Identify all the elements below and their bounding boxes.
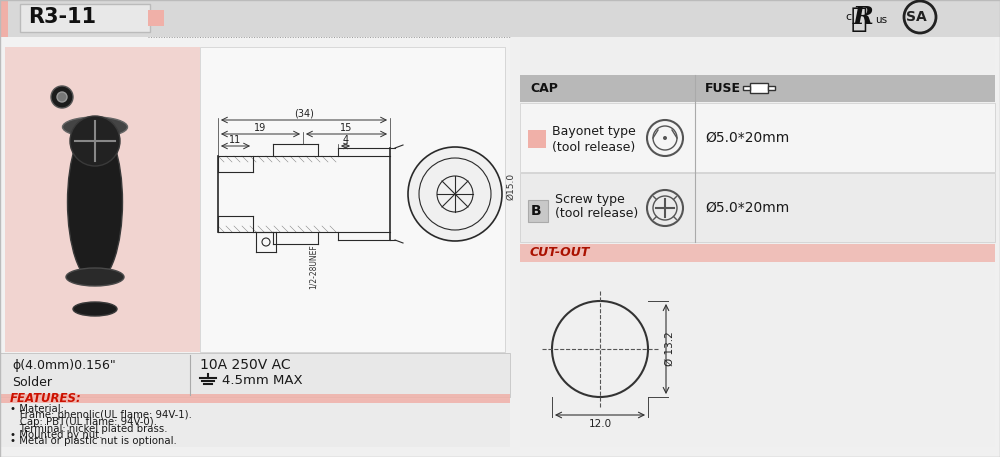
Text: CUT-OUT: CUT-OUT (530, 246, 590, 260)
Bar (520, 263, 995, 447)
Text: 1/2-28UNEF: 1/2-28UNEF (308, 244, 318, 289)
Text: Cap: PBT(UL flame: 94V-0).: Cap: PBT(UL flame: 94V-0). (10, 417, 157, 427)
Text: • Mounted by nut.: • Mounted by nut. (10, 430, 103, 440)
Bar (528, 200, 548, 222)
Text: ϕ(4.0mm)0.156": ϕ(4.0mm)0.156" (12, 358, 116, 372)
Ellipse shape (68, 122, 122, 282)
Bar (0, 394, 510, 403)
Bar (750, 83, 768, 93)
Text: (34): (34) (294, 108, 314, 118)
Text: • Metal or plastic nut is optional.: • Metal or plastic nut is optional. (10, 436, 177, 446)
Text: 11: 11 (229, 135, 242, 145)
Bar (520, 37, 995, 447)
Text: Ø 13.2: Ø 13.2 (665, 332, 675, 367)
Bar (0, 37, 510, 447)
Bar (148, 10, 164, 26)
Ellipse shape (62, 117, 128, 137)
Bar (20, 4, 150, 32)
Ellipse shape (66, 268, 124, 286)
Circle shape (408, 147, 502, 241)
Text: c: c (845, 12, 851, 22)
Text: Ø5.0*20mm: Ø5.0*20mm (705, 131, 789, 145)
Text: (tool release): (tool release) (552, 142, 635, 154)
Bar (0, 399, 510, 447)
Ellipse shape (73, 302, 117, 316)
Circle shape (663, 136, 667, 140)
Text: Ø5.0*20mm: Ø5.0*20mm (705, 201, 789, 215)
Bar (200, 47, 505, 352)
Bar (520, 103, 995, 172)
Text: (tool release): (tool release) (555, 207, 638, 220)
Bar (0, 353, 510, 397)
Text: FEATURES:: FEATURES: (10, 393, 82, 405)
Bar (5, 47, 200, 352)
Bar (768, 86, 775, 90)
Bar (743, 86, 750, 90)
Text: Solder: Solder (12, 376, 52, 388)
Text: FUSE: FUSE (705, 81, 741, 95)
Text: 10A 250V AC: 10A 250V AC (200, 358, 291, 372)
Bar (0, 0, 1000, 37)
Bar (520, 173, 995, 242)
Text: Bayonet type: Bayonet type (552, 124, 636, 138)
Text: Terminal: nickel plated brass.: Terminal: nickel plated brass. (10, 424, 168, 434)
Bar (520, 75, 995, 102)
Text: Ⓛ: Ⓛ (851, 5, 868, 33)
Text: R: R (853, 5, 874, 29)
Bar (520, 103, 995, 172)
Text: 15: 15 (340, 123, 353, 133)
Circle shape (552, 301, 648, 397)
Bar (0, 353, 510, 397)
Text: Frame: phenolic(UL flame: 94V-1).: Frame: phenolic(UL flame: 94V-1). (10, 410, 192, 420)
Text: R3-11: R3-11 (28, 7, 96, 27)
Circle shape (57, 92, 67, 102)
Bar (528, 130, 546, 148)
Text: SA: SA (906, 10, 927, 24)
Ellipse shape (70, 116, 120, 166)
Text: 4.5mm MAX: 4.5mm MAX (222, 374, 303, 388)
Text: CAP: CAP (530, 81, 558, 95)
Bar (520, 173, 995, 242)
Circle shape (51, 86, 73, 108)
Bar (200, 47, 505, 352)
Bar (0, 0, 8, 37)
Text: 4: 4 (342, 135, 349, 145)
Text: • Material:: • Material: (10, 404, 64, 414)
Bar (520, 244, 995, 262)
Text: 12.0: 12.0 (588, 419, 612, 429)
Text: 19: 19 (254, 123, 267, 133)
Text: us: us (875, 15, 887, 25)
Text: Ø15.0: Ø15.0 (506, 172, 515, 200)
Text: Screw type: Screw type (555, 192, 625, 206)
Text: B: B (531, 204, 542, 218)
